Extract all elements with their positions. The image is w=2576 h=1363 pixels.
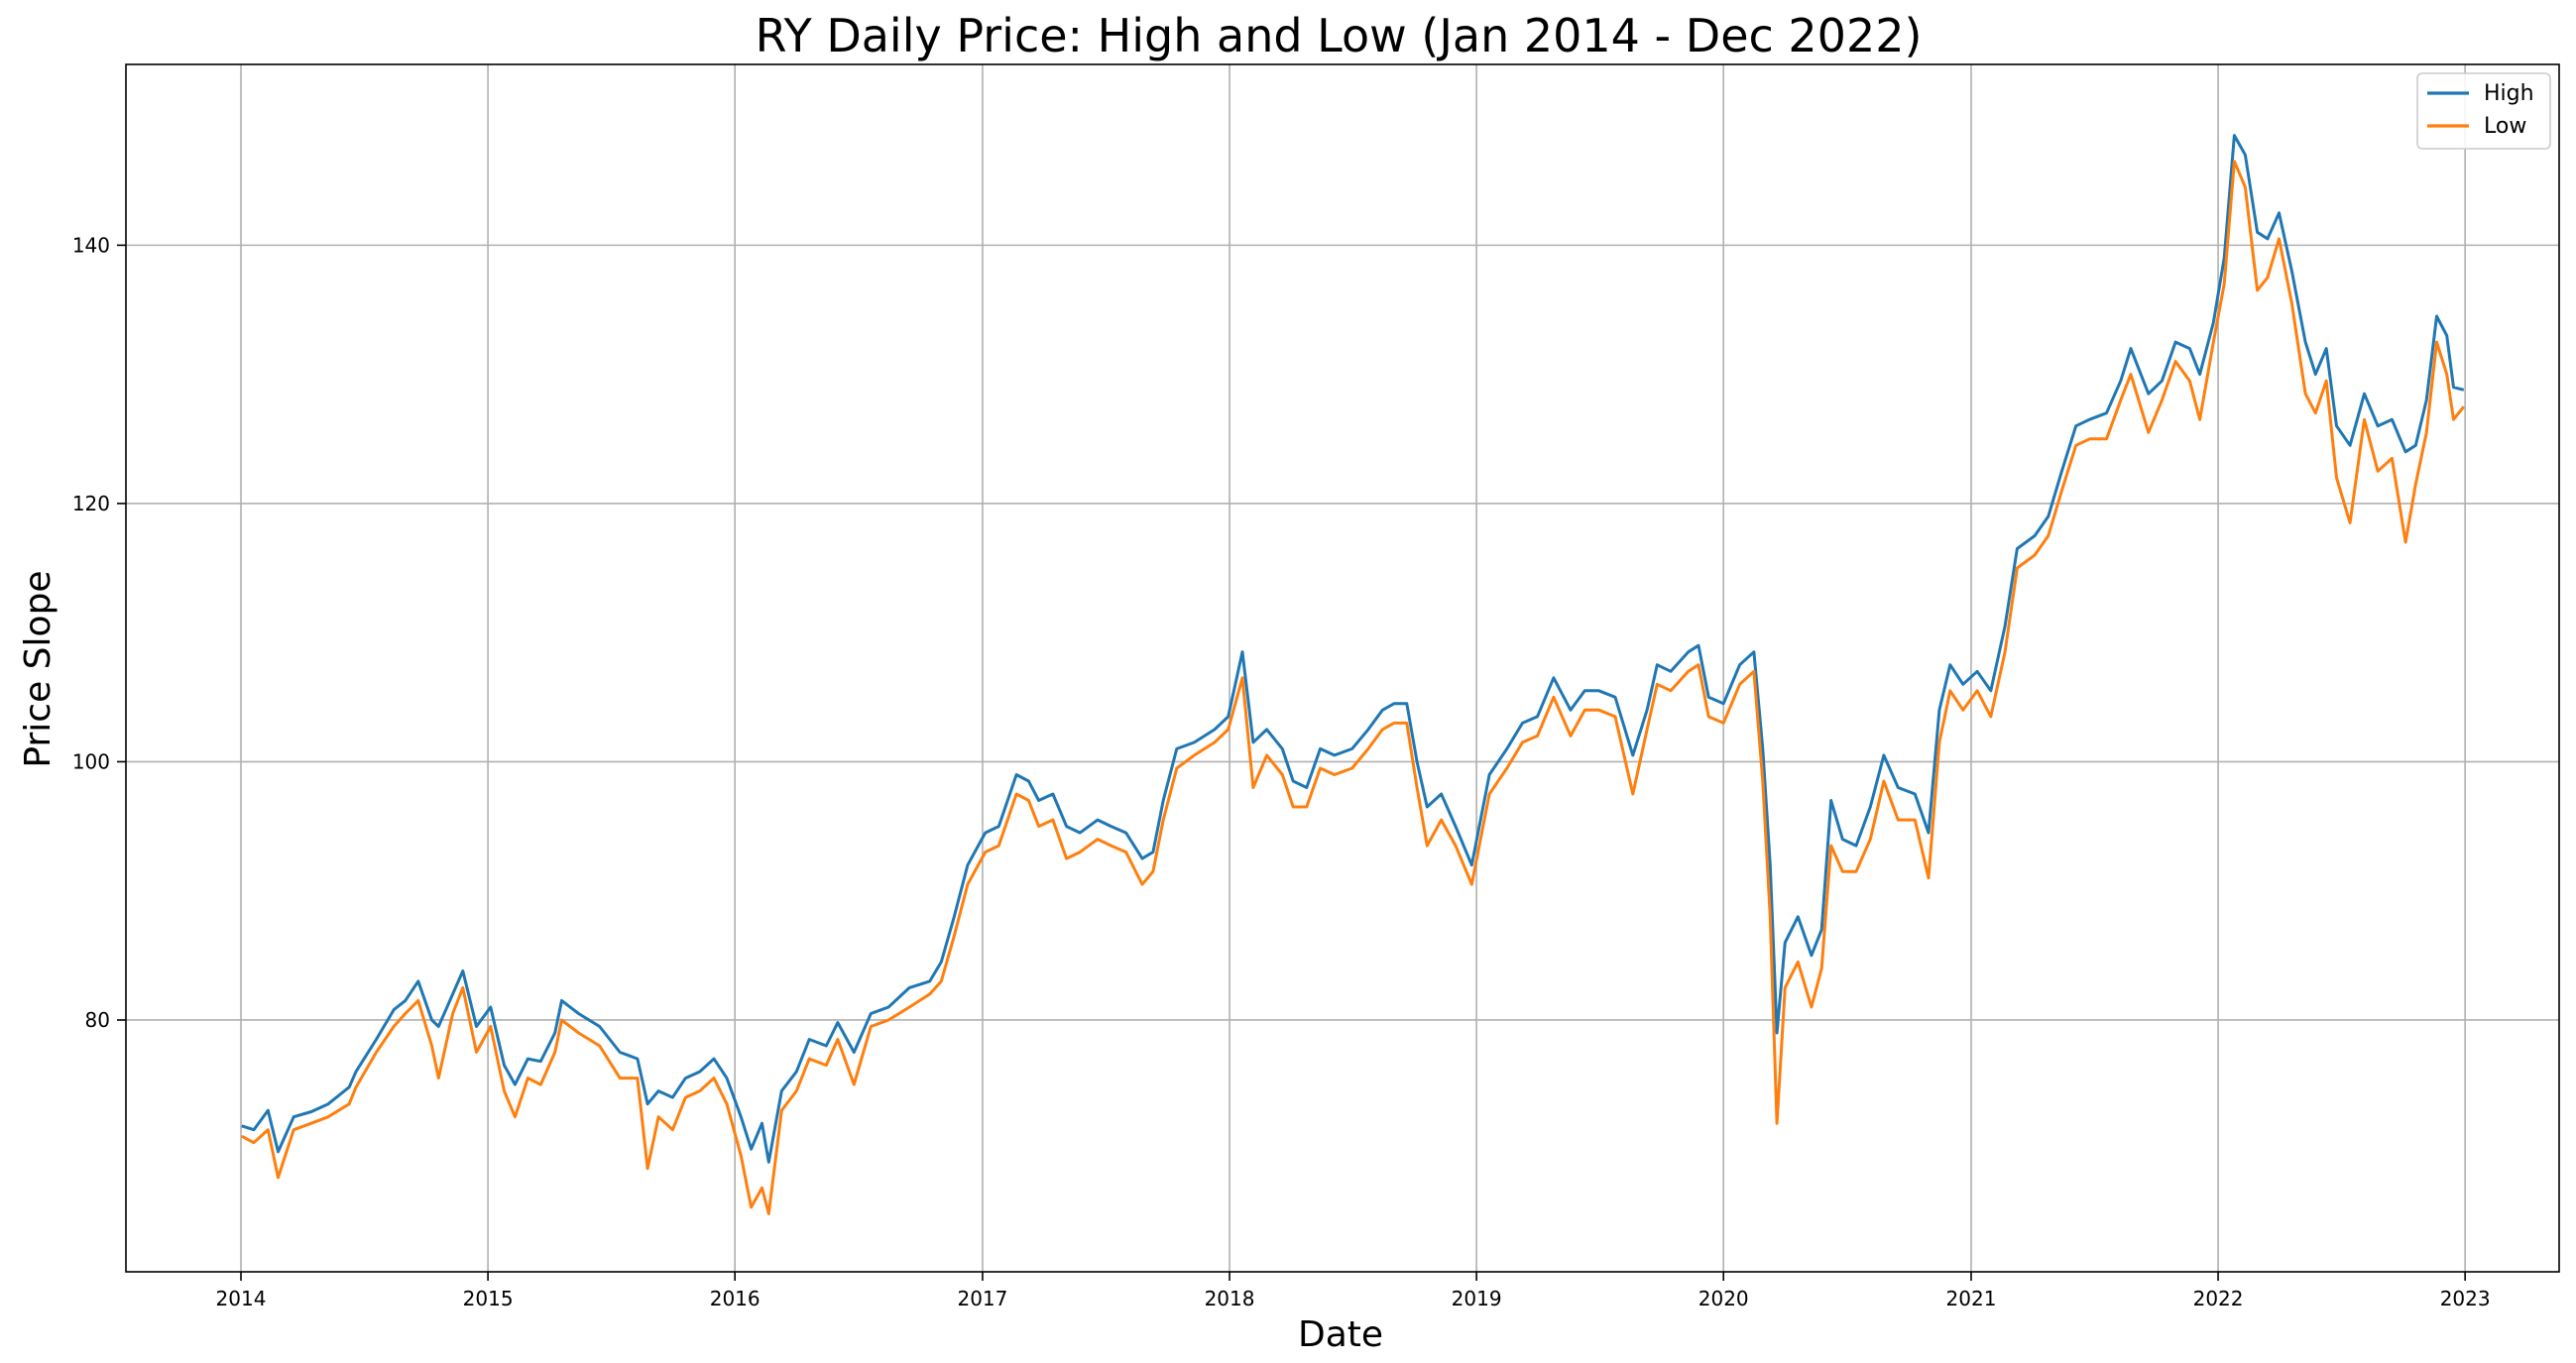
series-line-high — [241, 134, 2465, 1164]
y-tick-label: 80 — [85, 1008, 110, 1032]
x-tick-label: 2015 — [463, 1287, 514, 1310]
x-tick-label: 2017 — [957, 1287, 1007, 1310]
x-tick-label: 2019 — [1452, 1287, 1502, 1310]
y-tick-label: 100 — [72, 749, 110, 773]
x-tick-label: 2018 — [1205, 1287, 1255, 1310]
y-tick-label: 140 — [72, 233, 110, 257]
legend-label-high: High — [2484, 81, 2534, 106]
x-tick-label: 2014 — [216, 1287, 267, 1310]
legend-label-low: Low — [2484, 114, 2526, 139]
x-axis-ticks: 2014 2015 2016 2017 2018 2019 2020 2021 2022 2023 — [216, 1272, 2491, 1310]
x-tick-label: 2016 — [710, 1287, 761, 1310]
legend: High Low — [2416, 72, 2551, 150]
x-tick-label: 2020 — [1698, 1287, 1749, 1310]
grid — [126, 64, 2559, 1272]
x-tick-label: 2021 — [1946, 1287, 1997, 1310]
y-axis-title: Price Slope — [18, 570, 59, 767]
x-tick-label: 2023 — [2440, 1287, 2491, 1310]
chart-title: RY Daily Price: High and Low (Jan 2014 -… — [756, 9, 1923, 62]
y-tick-label: 120 — [72, 492, 110, 515]
series-line-low — [240, 160, 2465, 1215]
series-lines — [240, 134, 2465, 1215]
y-axis-ticks: 80 100 120 140 — [72, 233, 126, 1032]
x-tick-label: 2022 — [2193, 1287, 2244, 1310]
plot-frame — [125, 63, 2560, 1273]
x-axis-title: Date — [1298, 1314, 1383, 1355]
